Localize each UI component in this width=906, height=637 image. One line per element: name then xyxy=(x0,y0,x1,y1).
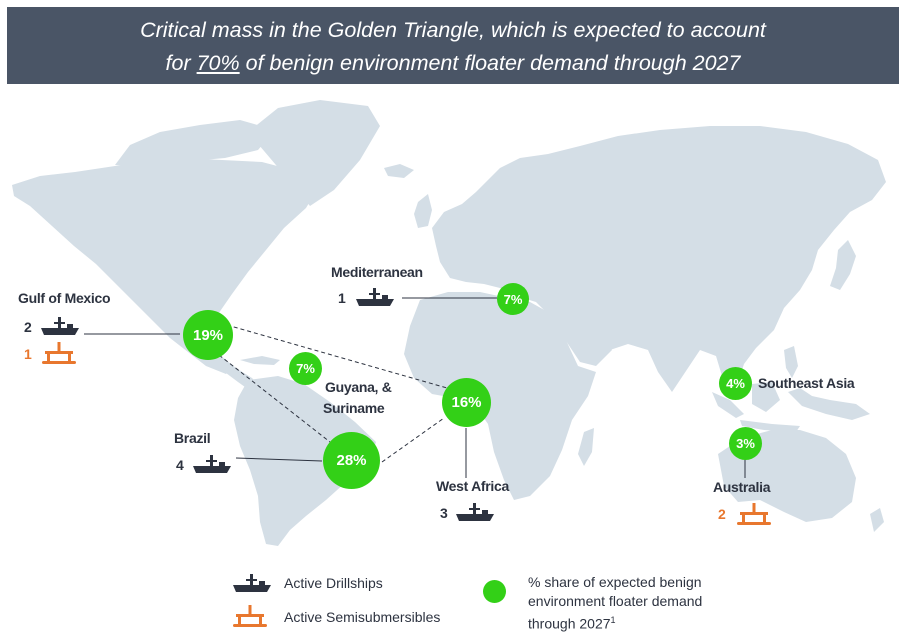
bubble-australia-value: 3% xyxy=(736,436,755,451)
bubble-australia: 3% xyxy=(729,427,762,460)
banner-line-2: for 70% of benign environment floater de… xyxy=(7,51,899,76)
land-sulawesi-papua xyxy=(788,388,870,420)
legend-semisubmersible-icon xyxy=(233,605,267,627)
label-brazil: Brazil xyxy=(174,430,211,446)
label-australia: Australia xyxy=(713,479,771,495)
label-gulf-of-mexico: Gulf of Mexico xyxy=(18,290,111,306)
semisubmersible-icon xyxy=(737,503,771,525)
land-japan xyxy=(830,240,856,290)
semisubmersible-icon xyxy=(42,342,76,364)
land-iceland xyxy=(384,164,414,178)
bubble-southeast-asia-value: 4% xyxy=(726,376,745,391)
bubble-mediterranean: 7% xyxy=(497,283,529,315)
drillship-icon xyxy=(193,455,231,473)
world-map xyxy=(12,100,886,546)
label-guyana-line1: Guyana, & xyxy=(325,379,392,395)
legend-share-line-2: environment floater demand xyxy=(528,593,703,609)
bubble-southeast-asia: 4% xyxy=(719,367,752,400)
land-eurasia xyxy=(432,126,886,392)
land-greenland xyxy=(248,100,380,206)
legend-share-line-3: through 20271 xyxy=(528,611,702,634)
bubble-brazil-value: 28% xyxy=(336,452,367,469)
bubble-west-africa: 16% xyxy=(442,378,491,427)
land-south-america xyxy=(234,376,376,546)
bubble-guyana-value: 7% xyxy=(296,361,315,376)
bubble-brazil: 28% xyxy=(323,432,380,489)
land-new-zealand xyxy=(870,508,884,532)
count-semisubs-australia: 2 xyxy=(718,506,726,522)
count-drillships-brazil: 4 xyxy=(176,457,184,473)
count-drillships-west-africa: 3 xyxy=(440,505,448,521)
legend-footnote-marker: 1 xyxy=(610,615,616,625)
label-mediterranean: Mediterranean xyxy=(331,264,423,280)
leader-lines xyxy=(84,297,746,478)
banner-highlight: 70% xyxy=(196,51,240,75)
land-arctic-islands xyxy=(115,120,275,166)
count-drillships-gulf-of-mexico: 2 xyxy=(24,319,32,335)
legend-share-dot xyxy=(483,580,506,603)
bubble-west-africa-value: 16% xyxy=(451,394,482,411)
land-north-america xyxy=(12,158,318,374)
drillship-icon xyxy=(356,288,394,306)
land-masses xyxy=(12,100,886,546)
legend-share-line-3-text: through 2027 xyxy=(528,615,611,632)
banner-line-2-suffix: of benign environment floater demand thr… xyxy=(239,51,741,75)
legend-drillship-icon xyxy=(233,574,271,592)
triangle-line-gom-brazil xyxy=(218,354,331,443)
leader-line-brazil xyxy=(235,457,323,462)
drillship-icon xyxy=(456,503,494,521)
banner-line-2-prefix: for xyxy=(165,51,197,75)
legend-share-label: % share of expected benign environment f… xyxy=(528,573,702,634)
bubble-guyana: 7% xyxy=(289,352,322,385)
land-arabia xyxy=(548,312,612,366)
triangle-line-brazil-wa xyxy=(381,417,445,463)
drillship-icon xyxy=(41,317,79,335)
land-java xyxy=(740,420,800,432)
label-guyana-line2: Suriname xyxy=(323,400,385,416)
label-southeast-asia: Southeast Asia xyxy=(758,375,855,391)
label-west-africa: West Africa xyxy=(436,478,509,494)
triangle-line-gom-wa xyxy=(226,324,448,389)
land-sumatra xyxy=(712,392,744,418)
legend-drillships-label: Active Drillships xyxy=(284,575,383,591)
bubble-gulf-of-mexico-value: 19% xyxy=(192,326,224,344)
golden-triangle xyxy=(218,324,448,463)
land-africa xyxy=(404,292,596,500)
count-semisubs-gulf-of-mexico: 1 xyxy=(24,346,32,362)
land-philippines xyxy=(784,346,798,378)
land-caribbean xyxy=(240,356,280,365)
bubble-mediterranean-value: 7% xyxy=(503,291,523,307)
count-drillships-mediterranean: 1 xyxy=(338,290,346,306)
bubble-gulf-of-mexico: 19% xyxy=(183,310,233,360)
land-borneo xyxy=(752,382,780,412)
land-british-isles xyxy=(414,194,432,228)
legend-semisubs-label: Active Semisubmersibles xyxy=(284,609,441,625)
land-madagascar xyxy=(578,428,594,466)
legend-share-line-1: % share of expected benign xyxy=(528,574,702,590)
banner-line-1: Critical mass in the Golden Triangle, wh… xyxy=(140,18,766,42)
title-banner: Critical mass in the Golden Triangle, wh… xyxy=(7,7,899,84)
